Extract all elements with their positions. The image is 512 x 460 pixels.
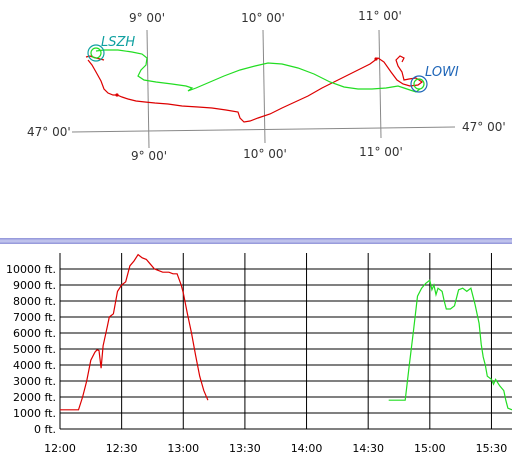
altitude-grid (59, 253, 512, 430)
altitude-series-1 (60, 253, 209, 411)
y-tick-label: 2000 ft. (13, 391, 56, 404)
y-tick-label: 3000 ft. (13, 375, 56, 388)
lon-label-bottom-11: 11° 00' (359, 145, 403, 159)
y-tick-label: 6000 ft. (13, 327, 56, 340)
x-tick-label: 12:00 (44, 442, 76, 455)
y-tick-label: 1000 ft. (13, 407, 56, 420)
airport-lowi-marker[interactable] (410, 75, 428, 93)
lon-label-bottom-9: 9° 00' (131, 149, 167, 163)
track-red-dot-1 (115, 93, 119, 97)
altitude-chart: 0 ft. 1000 ft. 2000 ft. 3000 ft. 4000 ft. 500… (6, 253, 512, 455)
track-red (87, 55, 424, 123)
lon-label-bottom-10: 10° 00' (243, 147, 287, 161)
altitude-series (60, 253, 512, 411)
altitude-x-ticks: 12:00 12:30 13:00 13:30 14:00 14:30 15:00 15:30 (44, 442, 507, 455)
x-tick-label: 14:30 (352, 442, 384, 455)
track-red-dot-2 (374, 57, 378, 61)
x-tick-label: 12:30 (106, 442, 138, 455)
meridian-9 (146, 29, 150, 149)
y-tick-label: 5000 ft. (13, 343, 56, 356)
y-tick-label: 0 ft. (34, 423, 56, 436)
x-tick-label: 15:30 (476, 442, 508, 455)
y-tick-label: 8000 ft. (13, 295, 56, 308)
x-tick-label: 14:00 (291, 442, 323, 455)
lon-label-top-10: 10° 00' (241, 11, 285, 25)
y-tick-label: 10000 ft. (6, 263, 56, 276)
altitude-series-2 (388, 279, 512, 411)
track-green (95, 49, 421, 93)
lat-label-right: 47° 00' (462, 120, 506, 134)
lon-label-top-9: 9° 00' (129, 11, 165, 25)
y-tick-label: 4000 ft. (13, 359, 56, 372)
parallel-47 (71, 126, 456, 133)
y-tick-label: 9000 ft. (13, 279, 56, 292)
x-tick-label: 15:00 (414, 442, 446, 455)
meridian-10 (262, 29, 266, 144)
lon-label-top-11: 11° 00' (358, 9, 402, 23)
x-tick-label: 13:00 (167, 442, 199, 455)
lat-label-left: 47° 00' (27, 125, 71, 139)
airport-lszh-label: LSZH (101, 35, 135, 50)
airport-lszh-marker[interactable] (87, 44, 105, 62)
flight-map: 9° 00' 10° 00' 11° 00' 9° 00' 10° 00' 11… (27, 9, 506, 163)
altitude-y-ticks: 0 ft. 1000 ft. 2000 ft. 3000 ft. 4000 ft. 500… (6, 263, 56, 436)
y-tick-label: 7000 ft. (13, 311, 56, 324)
x-tick-label: 13:30 (229, 442, 261, 455)
meridian-11 (378, 29, 382, 139)
airport-lowi-label: LOWI (425, 65, 459, 80)
panel-separator[interactable] (0, 238, 512, 244)
